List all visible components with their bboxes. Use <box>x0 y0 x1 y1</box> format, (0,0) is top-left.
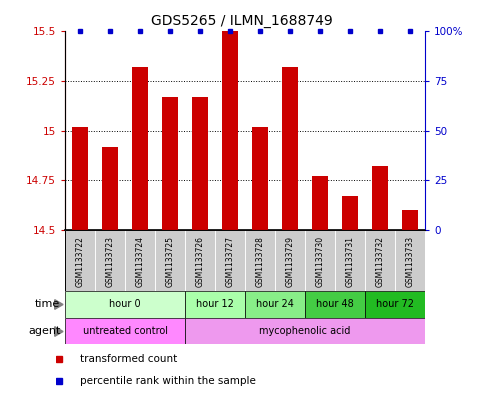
Text: GSM1133727: GSM1133727 <box>226 236 235 287</box>
Bar <box>95 230 125 291</box>
Bar <box>402 210 418 230</box>
Text: GSM1133731: GSM1133731 <box>345 236 355 287</box>
Bar <box>72 127 88 230</box>
Text: percentile rank within the sample: percentile rank within the sample <box>80 376 256 386</box>
Bar <box>192 97 208 230</box>
Text: GSM1133722: GSM1133722 <box>76 236 85 287</box>
Bar <box>395 230 425 291</box>
Text: GSM1133733: GSM1133733 <box>406 236 414 287</box>
Text: GDS5265 / ILMN_1688749: GDS5265 / ILMN_1688749 <box>151 14 332 28</box>
Bar <box>275 230 305 291</box>
Text: hour 48: hour 48 <box>316 299 354 309</box>
Bar <box>365 230 395 291</box>
Bar <box>155 230 185 291</box>
Bar <box>162 97 178 230</box>
Bar <box>245 230 275 291</box>
Bar <box>215 230 245 291</box>
Text: untreated control: untreated control <box>83 326 168 336</box>
Bar <box>335 230 365 291</box>
Text: GSM1133729: GSM1133729 <box>285 236 295 287</box>
Bar <box>65 291 185 318</box>
Bar <box>305 230 335 291</box>
Bar <box>185 230 215 291</box>
Bar <box>282 67 298 230</box>
Text: GSM1133728: GSM1133728 <box>256 236 265 287</box>
Text: GSM1133725: GSM1133725 <box>166 236 175 287</box>
Text: GSM1133726: GSM1133726 <box>196 236 205 287</box>
Bar <box>132 67 148 230</box>
Bar <box>65 230 95 291</box>
Text: mycophenolic acid: mycophenolic acid <box>259 326 351 336</box>
Text: GSM1133723: GSM1133723 <box>106 236 114 287</box>
Text: agent: agent <box>28 326 60 336</box>
Bar <box>252 127 269 230</box>
Bar <box>312 176 328 230</box>
Bar <box>102 147 118 230</box>
Text: hour 72: hour 72 <box>376 299 414 309</box>
Bar <box>245 291 305 318</box>
Text: hour 0: hour 0 <box>109 299 141 309</box>
Bar <box>222 31 239 230</box>
Text: transformed count: transformed count <box>80 354 177 364</box>
Bar <box>125 230 155 291</box>
Text: GSM1133732: GSM1133732 <box>376 236 384 287</box>
Bar <box>185 318 425 344</box>
Text: hour 24: hour 24 <box>256 299 294 309</box>
Bar <box>305 291 365 318</box>
Bar <box>342 196 358 230</box>
Text: GSM1133724: GSM1133724 <box>136 236 145 287</box>
Bar <box>65 318 185 344</box>
Bar <box>372 166 388 230</box>
Text: time: time <box>35 299 60 309</box>
Bar <box>365 291 425 318</box>
Text: GSM1133730: GSM1133730 <box>315 236 325 287</box>
Text: hour 12: hour 12 <box>196 299 234 309</box>
Bar <box>185 291 245 318</box>
